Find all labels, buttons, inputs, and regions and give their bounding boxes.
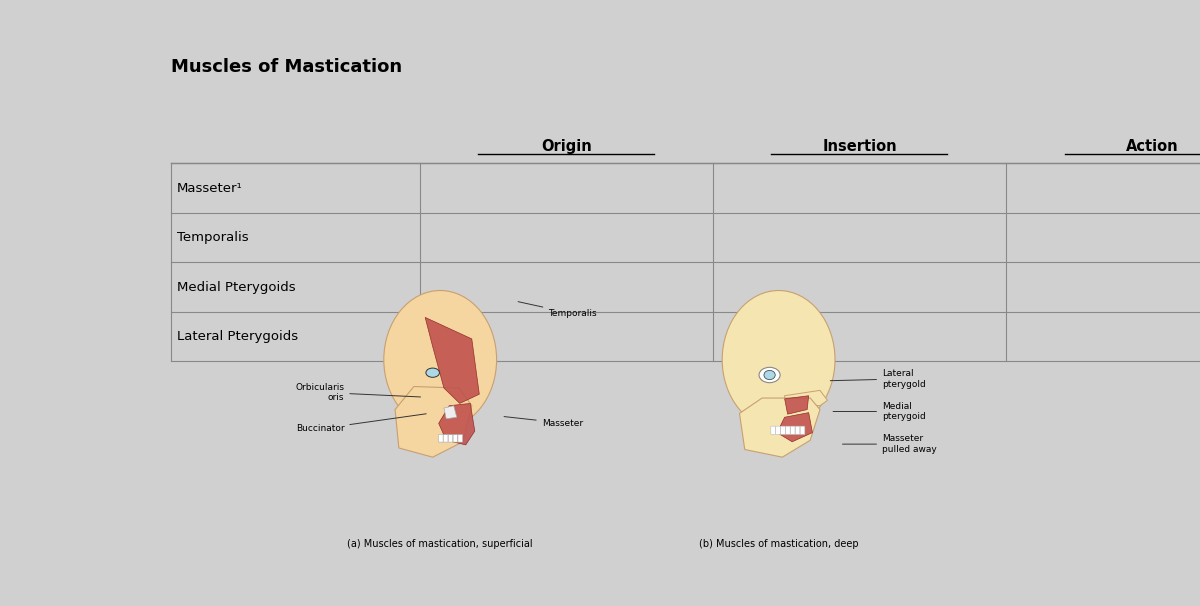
Text: Medial
pterygoid: Medial pterygoid <box>833 402 925 421</box>
FancyBboxPatch shape <box>800 426 805 435</box>
FancyBboxPatch shape <box>770 426 775 435</box>
Text: Insertion: Insertion <box>822 139 896 153</box>
Polygon shape <box>785 390 828 406</box>
Polygon shape <box>395 387 472 457</box>
FancyBboxPatch shape <box>796 426 800 435</box>
Text: Origin: Origin <box>541 139 592 153</box>
Text: Orbicularis
oris: Orbicularis oris <box>295 382 420 402</box>
Text: Temporalis: Temporalis <box>178 231 248 244</box>
Text: Masseter¹: Masseter¹ <box>178 182 242 195</box>
Text: Action: Action <box>1127 139 1180 153</box>
FancyBboxPatch shape <box>775 426 780 435</box>
Polygon shape <box>439 404 475 445</box>
Text: Lateral Pterygoids: Lateral Pterygoids <box>178 330 298 343</box>
Text: (a) Muscles of mastication, superficial: (a) Muscles of mastication, superficial <box>347 539 533 549</box>
Ellipse shape <box>764 370 775 379</box>
FancyBboxPatch shape <box>780 426 785 435</box>
Ellipse shape <box>722 290 835 429</box>
Text: Muscles of Mastication: Muscles of Mastication <box>172 58 402 76</box>
Polygon shape <box>778 413 812 442</box>
Text: Medial Pterygoids: Medial Pterygoids <box>178 281 295 293</box>
FancyBboxPatch shape <box>791 426 796 435</box>
FancyBboxPatch shape <box>786 426 790 435</box>
Polygon shape <box>425 318 479 404</box>
FancyBboxPatch shape <box>438 435 443 442</box>
Polygon shape <box>785 396 809 414</box>
FancyBboxPatch shape <box>443 435 448 442</box>
FancyBboxPatch shape <box>448 435 452 442</box>
Ellipse shape <box>760 367 780 382</box>
Polygon shape <box>444 406 457 419</box>
Text: Masseter: Masseter <box>504 416 583 427</box>
Text: Buccinator: Buccinator <box>295 414 426 433</box>
Text: Temporalis: Temporalis <box>518 302 596 318</box>
Text: (b) Muscles of mastication, deep: (b) Muscles of mastication, deep <box>698 539 858 549</box>
FancyBboxPatch shape <box>454 435 457 442</box>
Polygon shape <box>739 398 820 457</box>
FancyBboxPatch shape <box>458 435 463 442</box>
Ellipse shape <box>384 290 497 429</box>
Text: Lateral
pterygold: Lateral pterygold <box>830 369 925 388</box>
Text: Masseter
pulled away: Masseter pulled away <box>842 435 937 454</box>
Ellipse shape <box>426 368 439 378</box>
